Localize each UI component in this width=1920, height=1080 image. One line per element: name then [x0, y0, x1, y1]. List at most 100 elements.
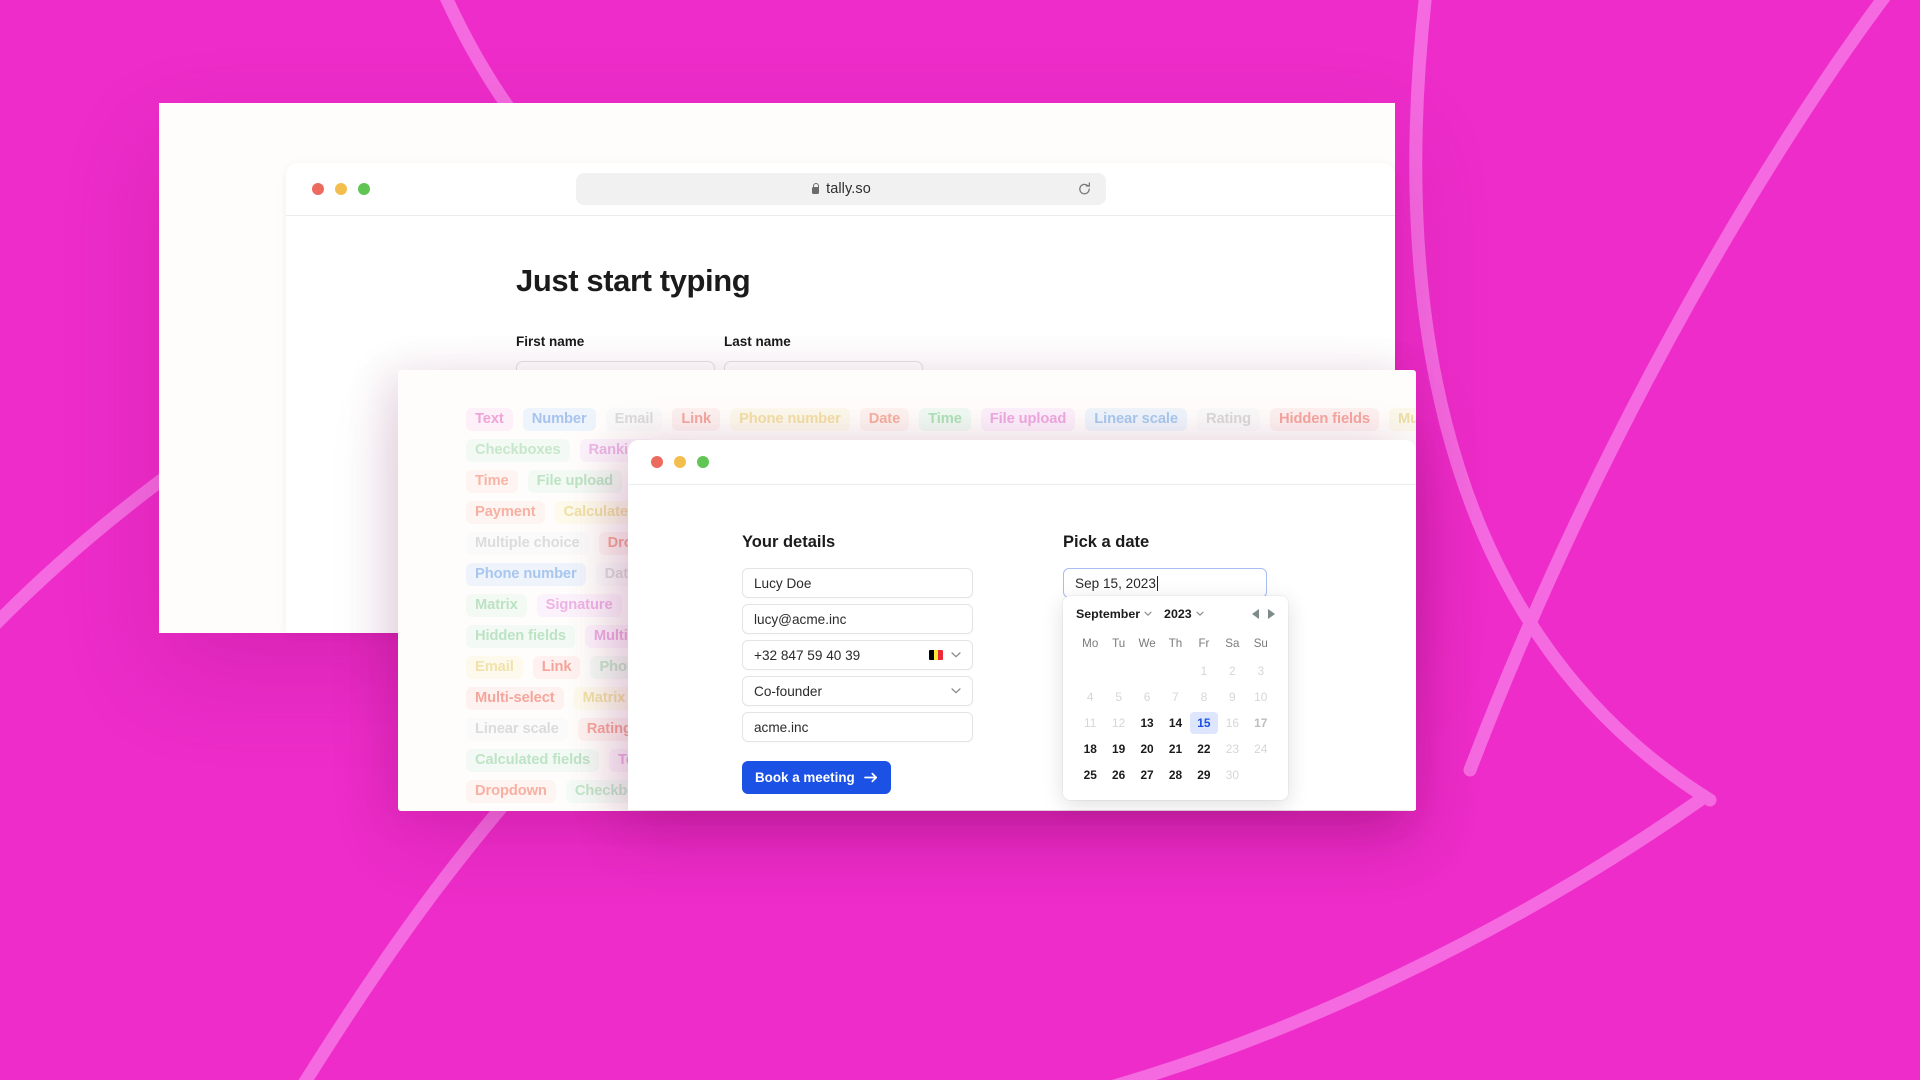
calendar-day[interactable]: 28	[1168, 768, 1183, 782]
close-red-icon[interactable]	[312, 183, 324, 195]
calendar-day: 12	[1112, 716, 1126, 730]
company-value: acme.inc	[754, 719, 809, 735]
field-type-tag[interactable]: Time	[919, 407, 971, 431]
calendar-day[interactable]: 22	[1197, 742, 1211, 756]
calendar-day[interactable]: 13	[1140, 716, 1154, 730]
triangle-right-icon[interactable]	[1268, 609, 1275, 619]
company-input[interactable]: acme.inc	[742, 712, 973, 742]
calendar-dow: Mo	[1082, 637, 1099, 650]
field-type-tag[interactable]: Phone number	[730, 407, 850, 431]
calendar-day: 3	[1257, 664, 1265, 678]
field-type-tag[interactable]: Matrix	[573, 686, 635, 710]
field-type-tag[interactable]: Calculated fields	[466, 748, 600, 772]
calendar-day-blank	[1104, 660, 1132, 682]
field-type-tag[interactable]: Multiple choice	[1388, 407, 1416, 431]
your-details-title: Your details	[742, 533, 836, 551]
pick-a-date-title: Pick a date	[1063, 533, 1150, 551]
tag-row: Text Number Email Link Phone number Date Time F…	[466, 404, 1416, 435]
field-type-tag[interactable]: Dropdown	[466, 779, 556, 803]
maximize-green-icon[interactable]	[697, 456, 709, 468]
field-type-tag[interactable]: Email	[605, 407, 663, 431]
calendar-day[interactable]: 29	[1197, 768, 1211, 782]
field-type-tag[interactable]: Link	[672, 407, 721, 431]
month-select[interactable]: September	[1076, 607, 1152, 621]
arrow-right-icon	[863, 772, 877, 783]
calendar-day[interactable]: 21	[1168, 742, 1183, 756]
field-type-tag[interactable]: Hidden fields	[466, 624, 575, 648]
calendar-day[interactable]: 14	[1168, 716, 1183, 730]
field-type-tag[interactable]: Link	[532, 655, 581, 679]
field-type-tag[interactable]: Signature	[536, 593, 622, 617]
date-input[interactable]: Sep 15, 2023	[1063, 568, 1267, 598]
traffic-lights	[651, 456, 709, 468]
calendar-dow: Sa	[1225, 637, 1240, 650]
field-type-tag[interactable]: Matrix	[466, 593, 527, 617]
field-type-tag[interactable]: Payment	[466, 500, 545, 524]
field-type-tag[interactable]: Hidden fields	[1270, 407, 1379, 431]
field-type-tag[interactable]: Date	[859, 407, 910, 431]
field-type-tag[interactable]: Multiple choice	[466, 531, 589, 555]
field-type-tag[interactable]: Multi-select	[466, 686, 564, 710]
last-name-label: Last name	[724, 334, 791, 349]
belgium-flag-icon	[929, 650, 943, 660]
close-red-icon[interactable]	[651, 456, 663, 468]
calendar-header: September 2023	[1076, 607, 1275, 621]
back-browser-chrome: tally.so	[286, 163, 1395, 216]
full-name-value: Lucy Doe	[754, 575, 812, 591]
calendar-day[interactable]: 19	[1112, 742, 1126, 756]
field-type-tag[interactable]: Number	[522, 407, 596, 431]
calendar-day[interactable]: 26	[1112, 768, 1126, 782]
field-type-tag[interactable]: Rating	[1196, 407, 1261, 431]
field-type-tag[interactable]: Time	[466, 469, 518, 493]
first-name-label: First name	[516, 334, 585, 349]
calendar-day: 8	[1200, 690, 1208, 704]
field-type-tag[interactable]: Checkboxes	[466, 438, 570, 462]
field-type-tag[interactable]: File upload	[527, 469, 623, 493]
calendar-nav	[1252, 609, 1275, 619]
book-a-meeting-button[interactable]: Book a meeting	[742, 761, 891, 794]
address-bar[interactable]: tally.so	[575, 173, 1106, 205]
minimize-amber-icon[interactable]	[335, 183, 347, 195]
tag-row: Linear scale Rating	[466, 714, 1416, 745]
calendar-day[interactable]: 25	[1083, 768, 1097, 782]
field-type-tag[interactable]: Phone number	[466, 562, 586, 586]
calendar-day-blank	[1076, 660, 1104, 682]
field-type-tag[interactable]: Linear scale	[1085, 407, 1187, 431]
page-title: Just start typing	[516, 263, 751, 298]
triangle-left-icon[interactable]	[1252, 609, 1259, 619]
calendar-day: 23	[1225, 742, 1239, 756]
calendar-day: 16	[1225, 716, 1239, 730]
text-caret	[1156, 575, 1158, 591]
field-type-tag[interactable]: Email	[466, 655, 523, 679]
calendar-day[interactable]: 27	[1140, 768, 1154, 782]
field-type-tag[interactable]: File upload	[980, 407, 1076, 431]
calendar-day: 7	[1172, 690, 1179, 704]
role-value: Co-founder	[754, 683, 823, 699]
minimize-amber-icon[interactable]	[674, 456, 686, 468]
calendar-day[interactable]: 17	[1254, 716, 1268, 730]
reload-icon[interactable]	[1077, 182, 1092, 197]
chevron-down-icon[interactable]	[951, 652, 961, 659]
calendar-day: 2	[1229, 664, 1236, 678]
chevron-down-icon[interactable]	[951, 688, 961, 695]
booking-window: Your details Lucy Doe lucy@acme.inc +32 …	[628, 440, 1416, 810]
month-label: September	[1076, 607, 1141, 621]
calendar-day[interactable]: 20	[1140, 742, 1154, 756]
maximize-green-icon[interactable]	[358, 183, 370, 195]
field-type-tag[interactable]: Linear scale	[466, 717, 568, 741]
calendar-day[interactable]: 18	[1083, 742, 1097, 756]
email-input[interactable]: lucy@acme.inc	[742, 604, 973, 634]
your-details-column: Your details Lucy Doe lucy@acme.inc +32 …	[742, 533, 973, 794]
calendar-day-blank	[1161, 660, 1189, 682]
field-type-tag[interactable]: Rating	[577, 717, 641, 741]
full-name-input[interactable]: Lucy Doe	[742, 568, 973, 598]
pick-a-date-column: Pick a date Sep 15, 2023 September	[1063, 533, 1313, 800]
field-type-tag[interactable]: Text	[466, 407, 513, 431]
role-select[interactable]: Co-founder	[742, 676, 973, 706]
phone-input[interactable]: +32 847 59 40 39	[742, 640, 973, 670]
calendar-day: 6	[1143, 690, 1151, 704]
email-value: lucy@acme.inc	[754, 611, 847, 627]
calendar-day[interactable]: 15	[1189, 712, 1219, 734]
year-select[interactable]: 2023	[1164, 607, 1204, 621]
calendar-day: 30	[1225, 768, 1239, 782]
